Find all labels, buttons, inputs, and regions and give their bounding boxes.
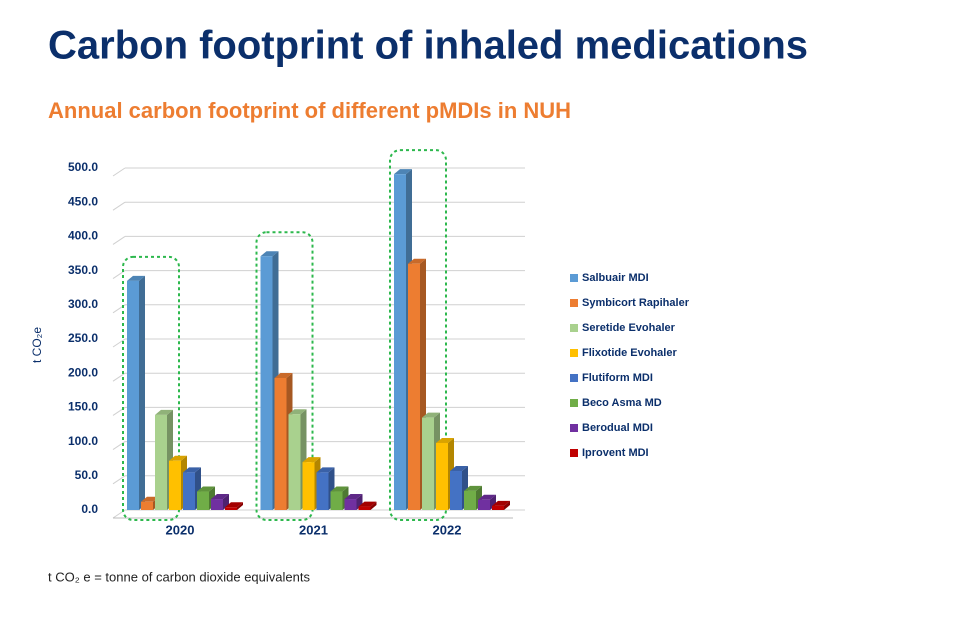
- footnote: t CO₂ e = tonne of carbon dioxide equiva…: [48, 569, 310, 584]
- bar: [330, 491, 343, 510]
- bar-top: [478, 494, 496, 500]
- legend-swatch: [570, 374, 578, 382]
- x-tick-label: 2020: [166, 522, 195, 537]
- bar: [344, 499, 357, 510]
- legend-swatch: [570, 274, 578, 282]
- highlight-box: [255, 231, 314, 521]
- bar-side: [370, 501, 377, 510]
- bar-top: [394, 169, 412, 175]
- bar: [358, 506, 371, 510]
- bar: [288, 414, 301, 510]
- bar-top: [197, 486, 215, 492]
- y-tick-label: 100.0: [68, 434, 98, 448]
- legend-label: Symbicort Rapihaler: [582, 297, 690, 309]
- y-axis-label: t CO₂e: [30, 327, 44, 363]
- x-tick-label: 2022: [433, 522, 462, 537]
- bar-top: [225, 502, 243, 508]
- y-tick-label: 300.0: [68, 297, 98, 311]
- bar-top: [450, 466, 468, 472]
- x-tick-label: 2021: [299, 522, 328, 537]
- bar-top: [464, 485, 482, 491]
- bar: [211, 499, 223, 510]
- bar-top: [302, 457, 321, 463]
- legend-label: Iprovent MDI: [582, 447, 649, 459]
- bar: [260, 256, 273, 510]
- bar-top: [155, 409, 173, 415]
- bar: [436, 442, 448, 510]
- y-tick-label: 250.0: [68, 331, 98, 345]
- legend-swatch: [570, 349, 578, 357]
- grid-line-depth: [112, 475, 126, 485]
- grid-line-depth: [112, 167, 126, 177]
- grid-line-depth: [112, 201, 126, 211]
- bar-top: [260, 251, 279, 257]
- bar: [274, 377, 287, 510]
- bar-side: [237, 502, 243, 510]
- bar-top: [183, 467, 201, 473]
- legend-label: Seretide Evohaler: [582, 322, 676, 334]
- bar-top: [288, 409, 307, 415]
- bar: [316, 472, 329, 510]
- bar-side: [139, 275, 145, 510]
- legend-label: Berodual MDI: [582, 422, 653, 434]
- y-tick-label: 150.0: [68, 400, 98, 414]
- bar: [225, 507, 237, 510]
- bar-side: [504, 500, 510, 510]
- bar: [464, 490, 476, 510]
- y-tick-label: 450.0: [68, 194, 98, 208]
- bar-top: [344, 494, 363, 500]
- bar: [394, 174, 406, 510]
- bar-top: [436, 437, 454, 443]
- bar: [197, 491, 209, 510]
- y-tick-label: 500.0: [68, 160, 98, 174]
- bar: [155, 414, 167, 510]
- bar-top: [316, 467, 335, 473]
- y-tick-label: 0.0: [81, 502, 98, 516]
- bar-top: [274, 372, 293, 378]
- bar: [478, 499, 490, 510]
- y-tick-label: 400.0: [68, 229, 98, 243]
- grid-line-depth: [112, 441, 126, 451]
- bar-top: [127, 275, 145, 281]
- grid-line-depth: [112, 338, 126, 348]
- legend-label: Flutiform MDI: [582, 372, 653, 384]
- subtitle: Annual carbon footprint of different pMD…: [48, 98, 571, 123]
- legend-swatch: [570, 399, 578, 407]
- bar-top: [408, 258, 426, 264]
- bar: [408, 263, 420, 510]
- highlight-box: [389, 149, 447, 521]
- bar: [422, 417, 434, 510]
- bar: [183, 472, 195, 510]
- grid-line-depth: [112, 372, 126, 382]
- bar: [492, 505, 504, 510]
- legend-label: Beco Asma MD: [582, 397, 662, 409]
- bar: [127, 280, 139, 510]
- y-tick-label: 350.0: [68, 263, 98, 277]
- title: Carbon footprint of inhaled medications: [48, 24, 808, 68]
- bar: [141, 501, 153, 510]
- bar-top: [330, 486, 349, 492]
- bar-top: [169, 455, 187, 461]
- bar-top: [211, 494, 229, 500]
- legend-swatch: [570, 449, 578, 457]
- legend-swatch: [570, 299, 578, 307]
- highlight-box: [122, 255, 180, 521]
- bar: [302, 462, 315, 510]
- y-tick-label: 200.0: [68, 365, 98, 379]
- bar: [169, 460, 181, 510]
- bar: [450, 471, 462, 510]
- legend-label: Flixotide Evohaler: [582, 347, 677, 359]
- legend-label: Salbuair MDI: [582, 272, 649, 284]
- legend-swatch: [570, 324, 578, 332]
- bar-top: [358, 501, 377, 507]
- bar-top: [141, 496, 159, 502]
- legend-swatch: [570, 424, 578, 432]
- grid-line-depth: [112, 235, 126, 245]
- bar-top: [492, 500, 510, 506]
- y-tick-label: 50.0: [75, 468, 99, 482]
- bar-top: [422, 412, 440, 418]
